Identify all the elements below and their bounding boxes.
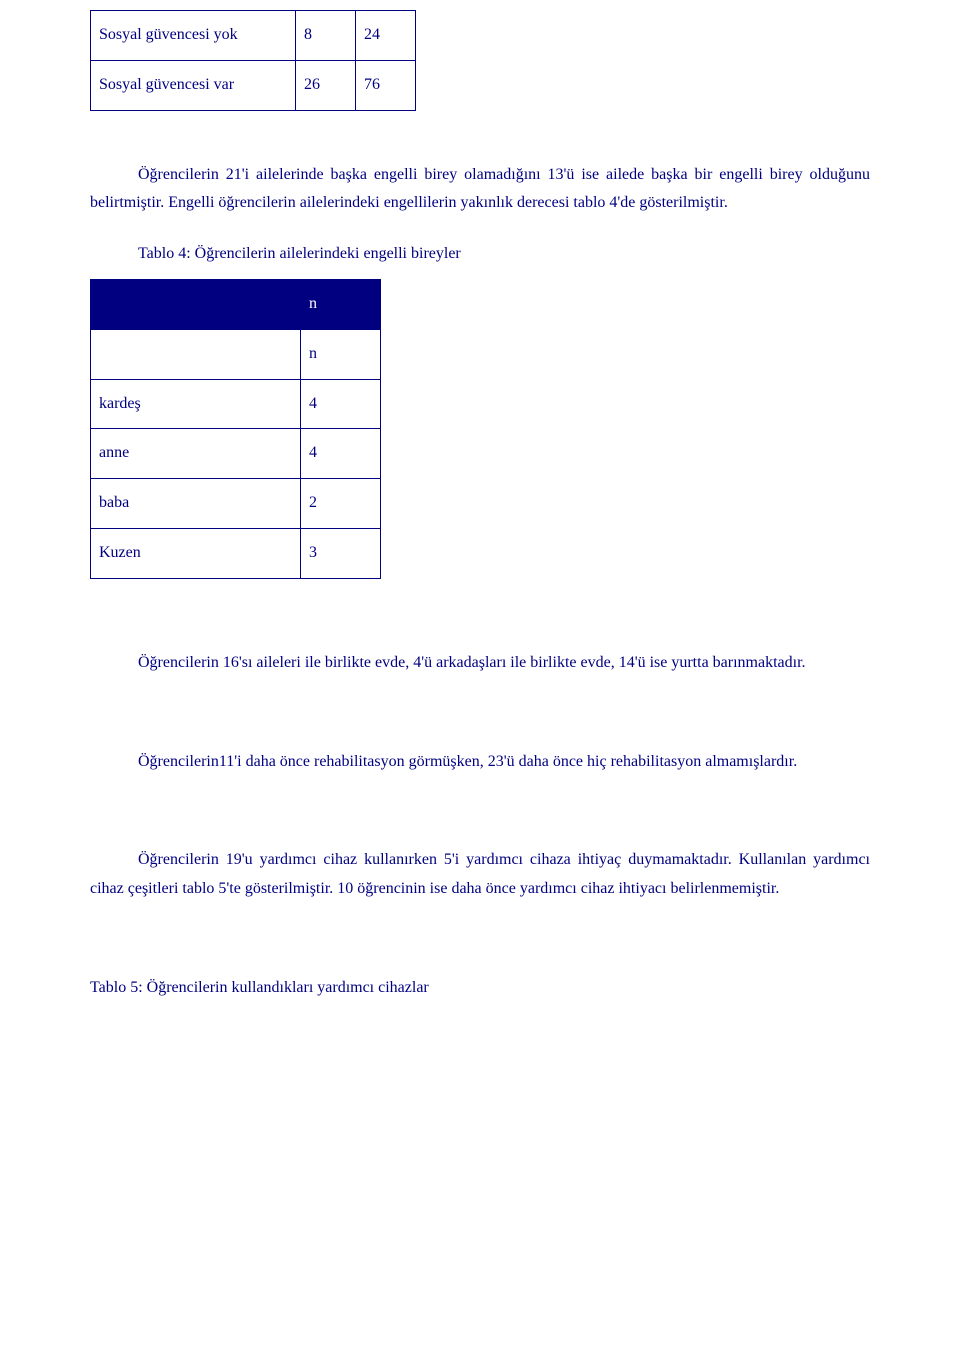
header-blank [91,279,301,329]
table-header-row: n [91,279,381,329]
cell-blank [91,329,301,379]
cell-value: 4 [301,429,381,479]
header-n: n [301,279,381,329]
table5-caption: Tablo 5: Öğrencilerin kullandıkları yard… [90,974,870,1003]
paragraph-4: Öğrencilerin 19'u yardımcı cihaz kullanı… [90,846,870,904]
cell-label: kardeş [91,379,301,429]
disabled-family-members-table: n n kardeş 4 anne 4 baba 2 Kuzen 3 [90,279,381,579]
table-row: Sosyal güvencesi yok 8 24 [91,11,416,61]
cell-n: n [301,329,381,379]
cell-label: anne [91,429,301,479]
table-row: anne 4 [91,429,381,479]
cell-value: 76 [356,60,416,110]
table-subheader-row: n [91,329,381,379]
cell-value: 2 [301,479,381,529]
table-row: Sosyal güvencesi var 26 76 [91,60,416,110]
table-row: baba 2 [91,479,381,529]
social-security-table: Sosyal güvencesi yok 8 24 Sosyal güvence… [90,10,416,111]
cell-value: 24 [356,11,416,61]
paragraph-2: Öğrencilerin 16'sı aileleri ile birlikte… [90,649,870,678]
table4-caption: Tablo 4: Öğrencilerin ailelerindeki enge… [90,240,870,269]
paragraph-3: Öğrencilerin11'i daha önce rehabilitasyo… [90,748,870,777]
cell-label: baba [91,479,301,529]
cell-value: 26 [296,60,356,110]
cell-value: 4 [301,379,381,429]
cell-value: 8 [296,11,356,61]
page-container: Sosyal güvencesi yok 8 24 Sosyal güvence… [0,0,960,1043]
table-row: Kuzen 3 [91,528,381,578]
cell-value: 3 [301,528,381,578]
cell-label: Sosyal güvencesi yok [91,11,296,61]
paragraph-1: Öğrencilerin 21'i ailelerinde başka enge… [90,161,870,219]
cell-label: Sosyal güvencesi var [91,60,296,110]
table-row: kardeş 4 [91,379,381,429]
cell-label: Kuzen [91,528,301,578]
